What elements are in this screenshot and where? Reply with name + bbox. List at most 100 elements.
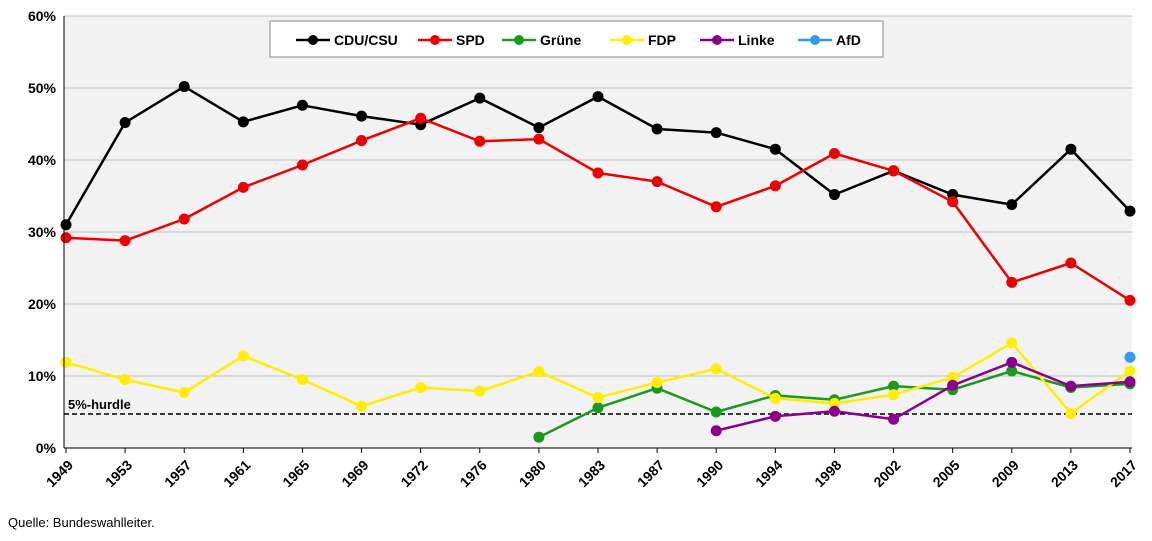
data-point-cdu-csu [769, 143, 781, 155]
data-point-gr-ne [1006, 365, 1018, 377]
legend-marker-linke [712, 35, 722, 45]
data-point-linke [1065, 380, 1077, 392]
x-axis: 1949 1953 1957 1961 1965 1969 1972 1976 1980 1983… [43, 448, 1140, 490]
data-point-cdu-csu [1065, 143, 1077, 155]
data-point-spd [828, 148, 840, 160]
legend: CDU/CSU SPD Grüne FDP Linke AfD [269, 20, 884, 58]
data-point-afd [1124, 351, 1136, 363]
threshold-label: 5%-hurdle [68, 397, 131, 412]
data-point-spd [356, 135, 368, 147]
x-tick-label: 1976 [457, 457, 490, 490]
data-point-fdp [828, 397, 840, 409]
data-point-cdu-csu [592, 91, 604, 103]
data-point-fdp [947, 371, 959, 383]
data-point-fdp [592, 392, 604, 404]
x-tick-label: 1994 [752, 457, 785, 490]
data-point-spd [1006, 276, 1018, 288]
data-point-spd [237, 181, 249, 193]
legend-label-cdu-csu: CDU/CSU [334, 32, 398, 48]
legend-label-afd: AfD [836, 32, 861, 48]
data-point-spd [1124, 294, 1136, 306]
data-point-gr-ne [888, 380, 900, 392]
series-linke [710, 356, 1136, 437]
data-point-spd [119, 235, 131, 247]
data-point-cdu-csu [296, 99, 308, 111]
data-point-spd [474, 135, 486, 147]
data-point-linke [1006, 356, 1018, 368]
data-point-gr-ne [710, 406, 722, 418]
data-point-cdu-csu [356, 110, 368, 122]
series-line-linke [715, 361, 1131, 432]
data-point-cdu-csu [1124, 205, 1136, 217]
data-point-fdp [356, 400, 368, 412]
legend-label-spd: SPD [456, 32, 485, 48]
data-point-spd [947, 196, 959, 208]
y-tick-label: 0% [36, 440, 57, 456]
data-point-linke [1124, 376, 1136, 388]
x-tick-label: 1980 [516, 457, 549, 490]
legend-label-linke: Linke [738, 32, 775, 48]
data-point-linke [710, 425, 722, 437]
data-point-fdp [651, 376, 663, 388]
y-tick-label: 10% [28, 368, 57, 384]
data-point-fdp [237, 350, 249, 362]
x-tick-label: 2009 [989, 457, 1022, 490]
legend-marker-spd [430, 35, 440, 45]
data-point-gr-ne [533, 431, 545, 443]
x-tick-label: 1965 [279, 457, 312, 490]
x-tick-label: 2002 [870, 457, 903, 490]
data-point-cdu-csu [533, 122, 545, 134]
y-tick-label: 30% [28, 224, 57, 240]
data-point-fdp [888, 389, 900, 401]
legend-box [269, 20, 884, 58]
data-point-cdu-csu [474, 92, 486, 104]
data-point-fdp [296, 374, 308, 386]
y-tick-label: 60% [28, 8, 57, 24]
data-point-gr-ne [592, 402, 604, 414]
data-point-cdu-csu [710, 127, 722, 139]
x-tick-label: 1972 [397, 457, 430, 490]
data-point-linke [888, 413, 900, 425]
data-point-spd [533, 133, 545, 145]
data-point-spd [296, 159, 308, 171]
data-point-spd [769, 180, 781, 192]
legend-marker-fdp [622, 35, 632, 45]
x-tick-label: 1990 [693, 457, 726, 490]
threshold-group: 5%-hurdle [64, 397, 1132, 415]
series-spd [60, 112, 1136, 306]
y-axis: 0% 10% 20% 30% 40% 50% 60% [28, 8, 1132, 456]
x-tick-label: 1987 [634, 457, 667, 490]
legend-label-gr-ne: Grüne [540, 32, 581, 48]
data-point-linke [828, 405, 840, 417]
legend-label-fdp: FDP [648, 32, 676, 48]
data-point-cdu-csu [237, 116, 249, 128]
data-point-cdu-csu [1006, 199, 1018, 211]
data-point-fdp [119, 374, 131, 386]
data-point-fdp [415, 382, 427, 394]
data-point-fdp [710, 363, 722, 375]
data-point-cdu-csu [651, 123, 663, 135]
x-tick-label: 2005 [929, 457, 962, 490]
data-point-fdp [533, 366, 545, 378]
data-point-spd [60, 232, 72, 244]
data-point-spd [1065, 257, 1077, 269]
series-afd [1124, 351, 1136, 363]
y-tick-label: 50% [28, 80, 57, 96]
data-point-cdu-csu [119, 117, 131, 129]
data-point-fdp [60, 356, 72, 368]
data-point-fdp [178, 387, 190, 399]
x-tick-label: 1949 [43, 457, 76, 490]
data-point-spd [651, 176, 663, 188]
x-tick-label: 1957 [161, 457, 194, 490]
data-point-cdu-csu [178, 81, 190, 93]
data-point-spd [415, 112, 427, 124]
x-tick-label: 1998 [811, 457, 844, 490]
x-tick-label: 1961 [220, 457, 253, 490]
legend-marker-cdu-csu [308, 35, 318, 45]
data-point-linke [769, 410, 781, 422]
series-fdp [60, 337, 1136, 419]
x-tick-label: 1983 [575, 457, 608, 490]
y-tick-label: 40% [28, 152, 57, 168]
x-tick-label: 2017 [1107, 457, 1140, 490]
data-point-spd [178, 213, 190, 225]
